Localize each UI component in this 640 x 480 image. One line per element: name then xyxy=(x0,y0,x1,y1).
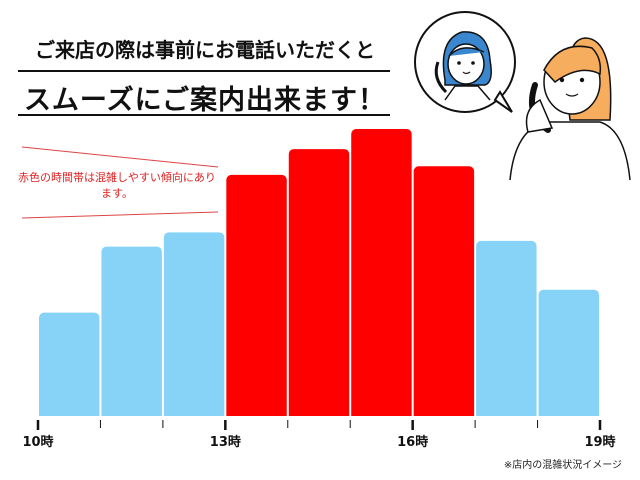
busy-note: 赤色の時間帯は混雑しやすい傾向にあります。 xyxy=(18,171,216,200)
x-tick-label: 19時 xyxy=(584,434,615,450)
annotation-line-bottom xyxy=(21,211,219,219)
divider xyxy=(18,114,390,116)
bar-17-18 xyxy=(476,240,537,422)
bar-18-19 xyxy=(538,289,599,422)
x-tick-label: 16時 xyxy=(397,434,428,450)
x-tick-label: 10時 xyxy=(22,434,53,450)
baseline-mask xyxy=(38,416,600,422)
phone-call-illustration xyxy=(414,11,631,181)
bar-12-13 xyxy=(163,232,225,422)
bar-13-14 xyxy=(226,174,287,422)
bar-14-15 xyxy=(288,149,350,422)
annotation-line-top xyxy=(21,146,219,168)
bar-10-11 xyxy=(39,312,100,422)
bar-16-17 xyxy=(413,166,475,422)
bar-15-16 xyxy=(351,129,412,422)
headline-line1: ご来店の際は事前にお電話いただくと xyxy=(35,38,375,62)
footnote: ※店内の混雑状況イメージ xyxy=(503,460,622,471)
divider xyxy=(18,70,390,72)
bar-11-12 xyxy=(101,246,162,422)
x-tick-label: 13時 xyxy=(210,434,241,450)
headline-line2: スムーズにご案内出来ます！ xyxy=(23,85,387,116)
